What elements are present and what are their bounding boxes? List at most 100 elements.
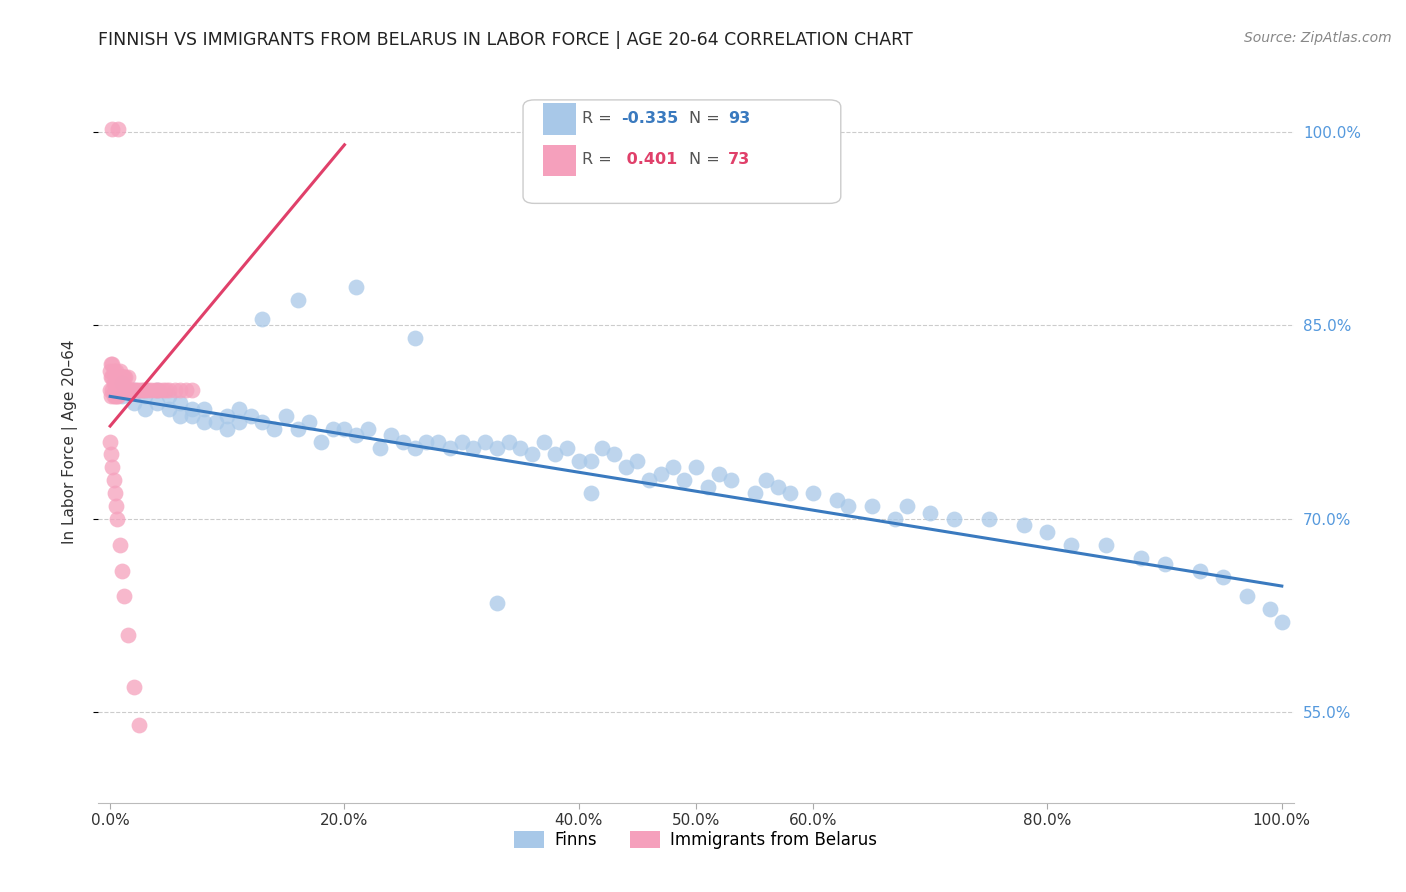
Point bbox=[1258, 602, 1281, 616]
Text: -0.335: -0.335 bbox=[621, 112, 679, 126]
Point bbox=[146, 383, 169, 397]
Text: 0.401: 0.401 bbox=[621, 153, 678, 167]
Point bbox=[568, 454, 591, 468]
Point bbox=[801, 486, 824, 500]
Point bbox=[1271, 615, 1294, 630]
Point bbox=[103, 389, 125, 403]
Point bbox=[122, 383, 145, 397]
Point bbox=[115, 383, 138, 397]
Point bbox=[181, 383, 204, 397]
Text: FINNISH VS IMMIGRANTS FROM BELARUS IN LABOR FORCE | AGE 20-64 CORRELATION CHART: FINNISH VS IMMIGRANTS FROM BELARUS IN LA… bbox=[98, 31, 912, 49]
Point bbox=[118, 383, 141, 397]
Point bbox=[509, 441, 531, 455]
Point bbox=[263, 422, 285, 436]
Point bbox=[533, 434, 555, 449]
Point bbox=[252, 312, 274, 326]
Point bbox=[111, 564, 134, 578]
Point bbox=[104, 486, 127, 500]
Point bbox=[498, 434, 520, 449]
Point bbox=[134, 389, 156, 403]
Point bbox=[217, 422, 239, 436]
Point bbox=[100, 389, 122, 403]
Point bbox=[181, 402, 204, 417]
Point bbox=[825, 492, 848, 507]
Point bbox=[100, 357, 122, 371]
Point bbox=[141, 383, 163, 397]
Point bbox=[105, 370, 128, 384]
Point bbox=[134, 383, 156, 397]
Point bbox=[1153, 557, 1175, 571]
Point bbox=[357, 422, 380, 436]
Point bbox=[380, 428, 402, 442]
Text: 73: 73 bbox=[728, 153, 751, 167]
Point bbox=[117, 628, 139, 642]
Point bbox=[1130, 550, 1153, 565]
Point bbox=[638, 473, 661, 487]
Point bbox=[101, 383, 124, 397]
Point bbox=[309, 434, 332, 449]
Point bbox=[1036, 524, 1059, 539]
Point bbox=[896, 499, 918, 513]
Point bbox=[673, 473, 696, 487]
Point bbox=[107, 389, 129, 403]
Point bbox=[977, 512, 1000, 526]
Point bbox=[520, 447, 543, 461]
Point bbox=[252, 415, 274, 429]
Point bbox=[228, 415, 250, 429]
Point bbox=[122, 680, 145, 694]
Point bbox=[143, 383, 166, 397]
Point bbox=[117, 370, 139, 384]
Point bbox=[136, 383, 159, 397]
Point bbox=[287, 422, 309, 436]
Point bbox=[1212, 570, 1234, 584]
Point bbox=[174, 383, 197, 397]
Point bbox=[157, 389, 180, 403]
Point bbox=[274, 409, 297, 423]
Text: N =: N = bbox=[689, 153, 725, 167]
Point bbox=[146, 383, 169, 397]
Point bbox=[105, 512, 128, 526]
Point bbox=[101, 122, 124, 136]
Point bbox=[125, 383, 148, 397]
Point bbox=[485, 441, 508, 455]
Point bbox=[696, 480, 718, 494]
Point bbox=[111, 376, 134, 391]
Point bbox=[112, 590, 135, 604]
Point bbox=[942, 512, 965, 526]
Point bbox=[404, 441, 426, 455]
Point bbox=[98, 434, 121, 449]
Point bbox=[111, 370, 134, 384]
Point bbox=[152, 383, 174, 397]
Point bbox=[148, 383, 170, 397]
Point bbox=[108, 538, 131, 552]
Point bbox=[555, 441, 578, 455]
Point bbox=[204, 415, 226, 429]
Point bbox=[744, 486, 766, 500]
Point bbox=[104, 370, 127, 384]
Point bbox=[101, 357, 124, 371]
Point bbox=[104, 383, 127, 397]
Point bbox=[368, 441, 391, 455]
Point bbox=[344, 279, 367, 293]
Point bbox=[614, 460, 637, 475]
Point bbox=[120, 383, 141, 397]
Point bbox=[100, 447, 122, 461]
Point bbox=[111, 389, 134, 403]
Point bbox=[439, 441, 461, 455]
Point bbox=[860, 499, 883, 513]
Point bbox=[108, 383, 131, 397]
Point bbox=[108, 363, 131, 377]
Legend: Finns, Immigrants from Belarus: Finns, Immigrants from Belarus bbox=[508, 824, 884, 856]
Point bbox=[463, 441, 485, 455]
Point bbox=[1060, 538, 1083, 552]
Point bbox=[322, 422, 344, 436]
Point bbox=[107, 383, 129, 397]
Point bbox=[107, 122, 129, 136]
Point bbox=[110, 370, 132, 384]
Point bbox=[603, 447, 626, 461]
Point bbox=[134, 383, 156, 397]
Point bbox=[544, 447, 567, 461]
Point bbox=[121, 383, 143, 397]
Point bbox=[112, 370, 135, 384]
Point bbox=[112, 383, 135, 397]
